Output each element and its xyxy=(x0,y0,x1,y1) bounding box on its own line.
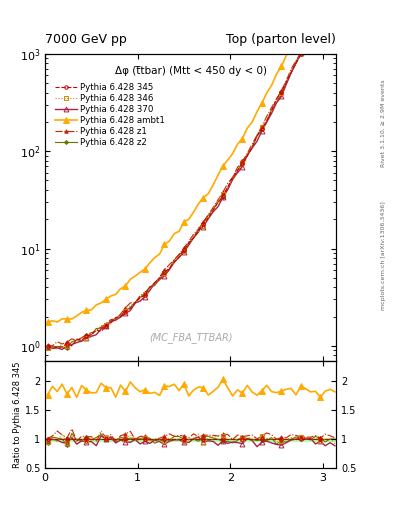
Text: mcplots.cern.ch [arXiv:1306.3436]: mcplots.cern.ch [arXiv:1306.3436] xyxy=(381,202,386,310)
Pythia 6.428 345 xyxy=(50,345,55,351)
Pythia 6.428 ambt1 xyxy=(147,260,152,266)
Line: Pythia 6.428 370: Pythia 6.428 370 xyxy=(45,0,337,352)
Pythia 6.428 z2 xyxy=(138,294,142,301)
Text: Top (parton level): Top (parton level) xyxy=(226,33,336,46)
Pythia 6.428 ambt1 xyxy=(123,283,128,289)
Line: Pythia 6.428 z1: Pythia 6.428 z1 xyxy=(46,0,337,348)
Pythia 6.428 345 xyxy=(147,284,152,290)
Text: 7000 GeV pp: 7000 GeV pp xyxy=(45,33,127,46)
Pythia 6.428 z2 xyxy=(118,312,123,318)
Pythia 6.428 345 xyxy=(133,300,138,306)
Line: Pythia 6.428 346: Pythia 6.428 346 xyxy=(46,0,337,351)
Text: (MC_FBA_TTBAR): (MC_FBA_TTBAR) xyxy=(149,332,232,343)
Pythia 6.428 ambt1 xyxy=(143,266,147,272)
Pythia 6.428 345 xyxy=(143,292,147,298)
Pythia 6.428 z1 xyxy=(147,285,152,291)
Bar xyxy=(45,438,336,441)
Pythia 6.428 370 xyxy=(45,344,50,350)
Pythia 6.428 z1 xyxy=(230,174,235,180)
Pythia 6.428 z1 xyxy=(133,300,138,306)
Pythia 6.428 ambt1 xyxy=(45,319,50,325)
Pythia 6.428 370 xyxy=(60,347,64,353)
Pythia 6.428 z2 xyxy=(143,290,147,296)
Pythia 6.428 370 xyxy=(133,300,138,306)
Pythia 6.428 346 xyxy=(55,346,60,352)
Pythia 6.428 346 xyxy=(230,176,235,182)
Pythia 6.428 346 xyxy=(133,301,138,307)
Pythia 6.428 345 xyxy=(99,329,103,335)
Pythia 6.428 ambt1 xyxy=(99,300,103,306)
Pythia 6.428 346 xyxy=(123,308,128,314)
Line: Pythia 6.428 ambt1: Pythia 6.428 ambt1 xyxy=(44,0,338,325)
Pythia 6.428 z1 xyxy=(123,305,128,311)
Y-axis label: Ratio to Pythia 6.428 345: Ratio to Pythia 6.428 345 xyxy=(13,361,22,468)
Pythia 6.428 346 xyxy=(99,323,103,329)
Pythia 6.428 370 xyxy=(147,287,152,293)
Line: Pythia 6.428 z2: Pythia 6.428 z2 xyxy=(46,0,336,350)
Pythia 6.428 345 xyxy=(123,308,128,314)
Pythia 6.428 370 xyxy=(123,310,128,316)
Pythia 6.428 345 xyxy=(230,174,235,180)
Pythia 6.428 370 xyxy=(230,176,235,182)
Pythia 6.428 z2 xyxy=(128,304,133,310)
Pythia 6.428 370 xyxy=(143,293,147,300)
Pythia 6.428 z1 xyxy=(99,324,103,330)
Pythia 6.428 346 xyxy=(45,345,50,351)
Pythia 6.428 ambt1 xyxy=(230,151,235,157)
Pythia 6.428 345 xyxy=(45,343,50,349)
Pythia 6.428 z1 xyxy=(45,342,50,348)
Pythia 6.428 z1 xyxy=(143,290,147,296)
Text: Rivet 3.1.10, ≥ 2.9M events: Rivet 3.1.10, ≥ 2.9M events xyxy=(381,79,386,167)
Pythia 6.428 370 xyxy=(99,326,103,332)
Pythia 6.428 z2 xyxy=(45,345,50,351)
Pythia 6.428 z2 xyxy=(226,185,230,191)
Pythia 6.428 ambt1 xyxy=(133,273,138,279)
Legend: Pythia 6.428 345, Pythia 6.428 346, Pythia 6.428 370, Pythia 6.428 ambt1, Pythia: Pythia 6.428 345, Pythia 6.428 346, Pyth… xyxy=(55,82,165,147)
Pythia 6.428 z1 xyxy=(50,343,55,349)
Pythia 6.428 z2 xyxy=(94,326,99,332)
Text: Δφ (t̅tbar) (Mtt < 450 dy < 0): Δφ (t̅tbar) (Mtt < 450 dy < 0) xyxy=(115,66,266,76)
Pythia 6.428 346 xyxy=(147,286,152,292)
Pythia 6.428 ambt1 xyxy=(55,319,60,325)
Pythia 6.428 346 xyxy=(143,291,147,297)
Line: Pythia 6.428 345: Pythia 6.428 345 xyxy=(46,0,337,350)
